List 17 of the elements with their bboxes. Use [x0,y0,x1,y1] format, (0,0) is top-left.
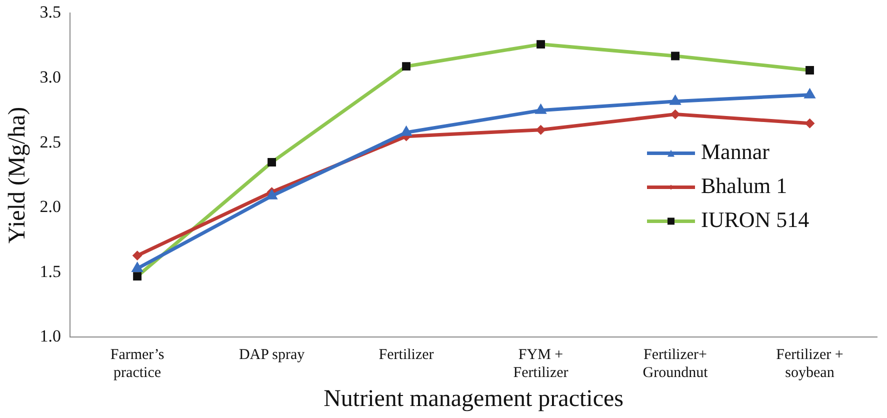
y-tick-label: 1.5 [40,262,62,281]
y-tick-label: 2.5 [40,132,62,152]
x-axis-title: Nutrient management practices [324,386,624,412]
legend-label: IURON 514 [701,206,810,232]
legend-label: Mannar [701,138,770,164]
y-axis-title: Yield (Mg/ha) [4,106,31,244]
y-tick-label: 3.0 [40,67,62,86]
x-tick-label: Fertilizer [378,347,434,364]
x-tick-label: Farmer’s practice [110,347,164,382]
x-tick-label: FYM + Fertilizer [513,347,568,382]
x-tick-label: DAP spray [238,347,306,364]
legend-label: Bhalum 1 [701,172,788,198]
y-tick-label: 3.5 [40,2,62,22]
y-tick-label: 1.0 [40,326,62,346]
x-tick-label: Fertilizer+ Groundnut [642,347,709,382]
x-tick-label: Fertilizer + soybean [776,347,844,382]
y-tick-label: 2.0 [40,197,62,216]
